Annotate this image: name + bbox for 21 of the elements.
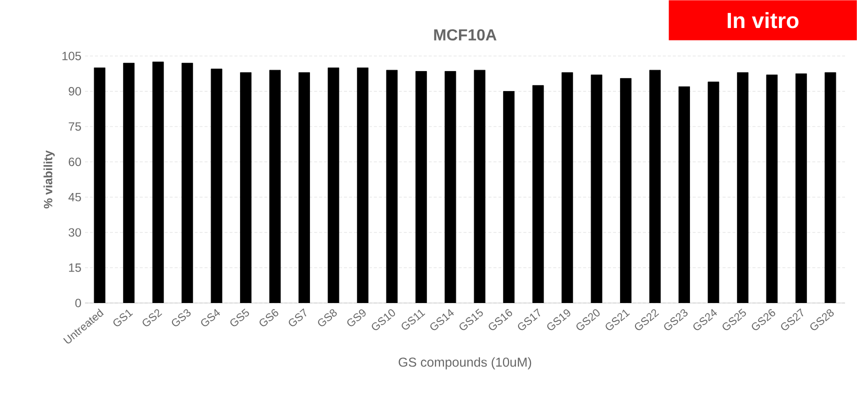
y-tick-label: 60	[68, 158, 82, 166]
chart-title: MCF10A	[434, 29, 496, 40]
y-axis-title: % viability	[44, 150, 55, 208]
x-tick-label: GS2	[142, 309, 162, 326]
y-tick-label: 45	[68, 192, 81, 202]
x-axis-title: GS compounds (10uM)	[398, 357, 532, 370]
x-tick-label: GS9	[347, 309, 366, 326]
x-tick-label: GS6	[260, 309, 278, 326]
text: In vitro	[728, 12, 798, 28]
x-tick-label: GS7	[288, 308, 306, 326]
x-tick-label: GS1	[113, 310, 133, 326]
x-tick-label: GS8	[318, 309, 337, 326]
y-tick-label: 105	[62, 52, 81, 60]
y-tick-label: 15	[69, 264, 81, 272]
y-tick-label: 0	[75, 298, 82, 308]
y-tick-label: 75	[68, 122, 81, 131]
x-tick-label: GS4	[201, 308, 220, 326]
x-tick-label: GS5	[230, 308, 249, 326]
x-tick-label: GS3	[172, 309, 191, 326]
y-tick-label: 30	[68, 228, 82, 237]
y-tick-label: 90	[68, 87, 82, 96]
